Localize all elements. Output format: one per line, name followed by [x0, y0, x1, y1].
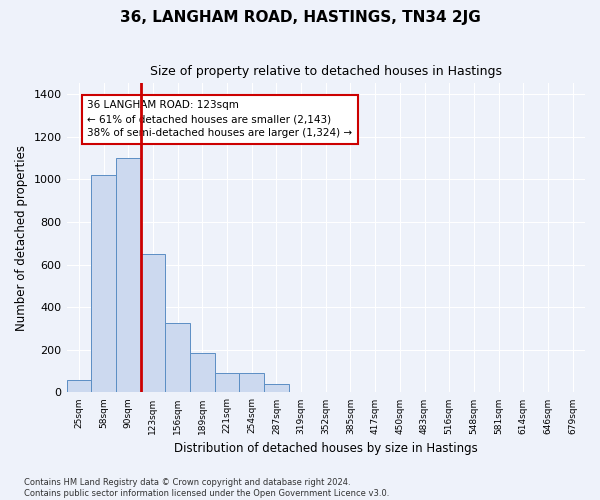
- Bar: [67, 380, 91, 392]
- Text: 36 LANGHAM ROAD: 123sqm
← 61% of detached houses are smaller (2,143)
38% of semi: 36 LANGHAM ROAD: 123sqm ← 61% of detache…: [87, 100, 352, 138]
- Bar: [91, 175, 116, 392]
- Title: Size of property relative to detached houses in Hastings: Size of property relative to detached ho…: [150, 65, 502, 78]
- Bar: [215, 373, 239, 392]
- Bar: [190, 353, 215, 393]
- Bar: [165, 323, 190, 392]
- Bar: [140, 254, 165, 392]
- Text: Contains HM Land Registry data © Crown copyright and database right 2024.
Contai: Contains HM Land Registry data © Crown c…: [24, 478, 389, 498]
- X-axis label: Distribution of detached houses by size in Hastings: Distribution of detached houses by size …: [174, 442, 478, 455]
- Bar: [116, 158, 140, 392]
- Y-axis label: Number of detached properties: Number of detached properties: [15, 145, 28, 331]
- Bar: [264, 384, 289, 392]
- Text: 36, LANGHAM ROAD, HASTINGS, TN34 2JG: 36, LANGHAM ROAD, HASTINGS, TN34 2JG: [119, 10, 481, 25]
- Bar: [239, 373, 264, 392]
